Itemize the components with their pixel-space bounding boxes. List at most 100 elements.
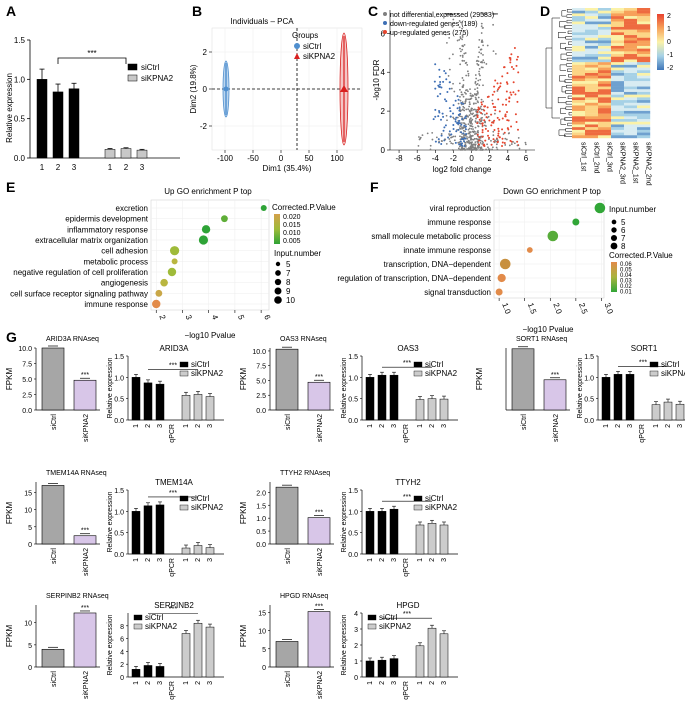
panel-c-point-ns [474, 82, 477, 84]
panel-c-point-ns [474, 74, 477, 76]
panel-c-point-ns [524, 143, 527, 146]
panel-c-point-up [516, 100, 519, 103]
panel-d-cell [572, 127, 586, 131]
panel-d-sample-label: siCtrl_3rd [606, 142, 613, 172]
panel-c-point-ns [479, 78, 482, 81]
panel-c-point-ns [495, 146, 498, 149]
panel-d-cell [598, 16, 612, 20]
gene-qpcr-ytick-label: 0.0 [114, 418, 124, 425]
panel-d-cell [598, 75, 612, 79]
panel-c-point-ns [470, 97, 473, 100]
panel-d-cell [598, 35, 612, 38]
panel-d-cell [637, 10, 651, 14]
gene-qpcr-xtick-label: 1 [133, 681, 140, 685]
panel-d-cell [585, 135, 599, 139]
panel-c-point-ns [453, 117, 455, 120]
panel-c-point-ns [465, 89, 467, 92]
panel-d-cell [624, 16, 638, 20]
panel-c-point-down [437, 84, 440, 87]
gene-seq-group-label: siCtrl [521, 414, 528, 430]
panel-c-point-down [439, 92, 442, 95]
panel-d-cell [598, 108, 612, 112]
panel-d-letter: D [540, 3, 550, 19]
panel-c-point-up [501, 141, 504, 144]
panel-c-point-ns [492, 130, 495, 133]
panel-c-point-ns [479, 120, 482, 123]
gene-seq-group-label: siKPNA2 [317, 548, 324, 576]
gene-qpcr-ytick-label: 0.5 [348, 397, 358, 404]
panel-d-cell [572, 35, 586, 38]
panel-c-point-ns [458, 20, 461, 22]
panel-c-point-ns [470, 128, 473, 130]
panel-c-point-ns [468, 114, 471, 117]
panel-a-bar [120, 148, 132, 159]
panel-d-cell [585, 21, 599, 25]
panel-d-cell [598, 132, 612, 136]
panel-c-point-ns [477, 60, 480, 63]
panel-c-point-ns [464, 141, 466, 144]
panel-c-point-ns [461, 38, 464, 41]
panel-e-term: extracellular matrix organization [35, 236, 148, 245]
panel-d-cell [637, 24, 651, 28]
gene-qpcr-xtick-label: 3 [441, 681, 448, 685]
gene-qpcr-bar [389, 658, 399, 678]
panel-c-point-ns [451, 25, 454, 28]
gene-qpcr-ytick-label: 1.5 [584, 354, 594, 361]
panel-a-letter: A [6, 3, 16, 19]
panel-e-plot-area [150, 199, 270, 311]
panel-c-point-ns [417, 144, 420, 147]
panel-d-cell [611, 48, 625, 52]
panel-f-size-label: 7 [621, 234, 626, 243]
panel-c-point-ns [454, 135, 457, 138]
panel-c-point-down [440, 143, 443, 146]
gene-qpcr-sig: *** [403, 360, 411, 367]
panel-c-point-ns [459, 50, 462, 53]
panel-c-point-down [464, 125, 467, 128]
panel-d-cell [637, 32, 651, 36]
panel-c-point-ns [459, 37, 462, 40]
panel-c-point-up [477, 143, 480, 146]
gene-qpcr-bar [181, 633, 191, 678]
panel-d-cell [585, 59, 599, 63]
panel-c-point-up [498, 118, 501, 121]
panel-f-size-title: Input.number [609, 205, 656, 214]
panel-c-point-down [460, 101, 463, 104]
panel-d-cell [598, 129, 612, 133]
gene-seq-ytick-label: 0.0 [256, 542, 266, 549]
panel-c-point-ns [466, 137, 469, 140]
panel-c-point-ns [480, 52, 483, 55]
panel-c-point-up [510, 53, 513, 56]
gene-legend-label: siCtrl [191, 360, 209, 369]
gene-seq-group-label: siKPNA2 [83, 414, 90, 442]
gene-legend-label: siKPNA2 [425, 369, 458, 378]
panel-d-cell [611, 32, 625, 36]
panel-a-bar [68, 88, 80, 159]
panel-c-xtick-label: 2 [487, 154, 492, 163]
gene-qpcr-xtick-label: 3 [441, 424, 448, 428]
panel-d-cell [624, 37, 638, 41]
panel-d-cell [637, 75, 651, 79]
panel-d-cell [624, 35, 638, 38]
gene-qpcr-xtick-label: 1 [183, 681, 190, 685]
panel-c-point-down [465, 132, 468, 135]
panel-d-cell [572, 16, 586, 20]
gene-legend-label: siCtrl [425, 360, 443, 369]
gene-qpcr-title: ARID3A [160, 344, 190, 353]
panel-c-point-ns [431, 138, 434, 141]
panel-d-scale-label: 2 [667, 13, 671, 20]
panel-c-point-ns [478, 67, 481, 70]
panel-d-cell [624, 119, 638, 122]
panel-c-point-up [480, 103, 483, 106]
panel-d-cell [598, 29, 612, 33]
panel-c-point-ns [471, 118, 474, 121]
panel-c-point-ns [512, 141, 514, 143]
panel-c-point-down [457, 113, 460, 116]
panel-c-point-ns [485, 63, 488, 65]
panel-c-point-up [484, 105, 487, 108]
panel-c-point-ns [470, 120, 472, 123]
gene-qpcr-bar [181, 547, 191, 555]
panel-c-point-ns [470, 147, 473, 150]
panel-d-cell [624, 91, 638, 95]
